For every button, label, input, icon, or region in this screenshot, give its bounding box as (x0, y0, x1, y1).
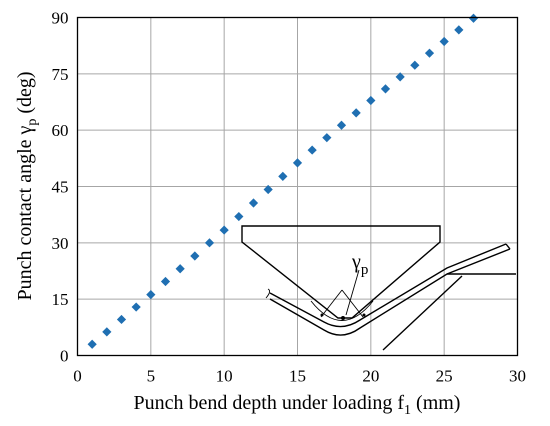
data-point (468, 13, 479, 23)
x-tick-label: 0 (73, 367, 82, 386)
inset-angle-label: γp (351, 251, 368, 278)
y-tick-label: 0 (60, 347, 69, 366)
inset-die-slope (382, 275, 463, 351)
y-tick-label: 90 (52, 9, 69, 28)
y-tick-label: 75 (52, 65, 69, 84)
x-tick-label: 10 (216, 367, 233, 386)
data-point (322, 133, 332, 143)
y-tick-labels: 0 15 30 45 60 75 90 (52, 9, 69, 366)
x-tick-label: 30 (509, 367, 526, 386)
inset-angle-ray-left (320, 289, 343, 318)
data-point (366, 95, 376, 106)
inset-angle-ray-right (341, 289, 364, 318)
data-point (102, 327, 112, 337)
x-tick-label: 15 (289, 367, 306, 386)
data-point (395, 72, 405, 82)
data-point (87, 339, 97, 349)
y-tick-label: 30 (52, 234, 69, 253)
inset-schematic: γp (241, 225, 516, 351)
inset-contact-point-right (362, 313, 366, 317)
data-point (410, 60, 420, 70)
plot-frame (76, 16, 519, 357)
inset-contact-point-left (320, 313, 324, 317)
data-point (454, 25, 464, 35)
data-point (116, 314, 127, 325)
data-point (131, 302, 141, 312)
inset-label-leader (345, 269, 360, 316)
inset-sheet-outer (269, 248, 511, 336)
x-axis-label: Punch bend depth under loading f1 (mm) (134, 392, 461, 418)
data-point (424, 48, 435, 58)
data-point (263, 184, 273, 195)
x-tick-label: 20 (362, 367, 379, 386)
data-point (204, 238, 215, 248)
inset-contact-point-center (341, 316, 345, 320)
data-point (439, 36, 449, 47)
x-tick-labels: 0 5 10 15 20 25 30 (73, 367, 526, 386)
data-point (219, 225, 229, 235)
inset-sheet-end-left (265, 288, 271, 299)
grid (77, 17, 518, 356)
inset-sheet-end-right (505, 243, 511, 250)
data-point (190, 251, 200, 261)
inset-punch (241, 225, 441, 319)
data-point (175, 264, 185, 274)
data-point (248, 198, 259, 208)
inset-angle-arc (310, 300, 374, 321)
data-point (278, 171, 288, 181)
data-point (380, 84, 391, 94)
x-tick-label: 25 (436, 367, 453, 386)
data-point (146, 290, 156, 300)
x-tick-label: 5 (147, 367, 156, 386)
inset-sheet-inner (269, 243, 507, 328)
data-point (234, 211, 244, 222)
data-point (307, 145, 317, 155)
data-point (292, 158, 303, 168)
data-point (336, 120, 347, 130)
y-tick-label: 15 (52, 290, 69, 309)
data-point (160, 276, 171, 287)
data-point (351, 108, 361, 118)
y-axis-label: Punch contact angle γp (deg) (14, 71, 40, 300)
data-markers (87, 13, 479, 349)
y-tick-label: 45 (52, 178, 69, 197)
y-tick-label: 60 (52, 121, 69, 140)
